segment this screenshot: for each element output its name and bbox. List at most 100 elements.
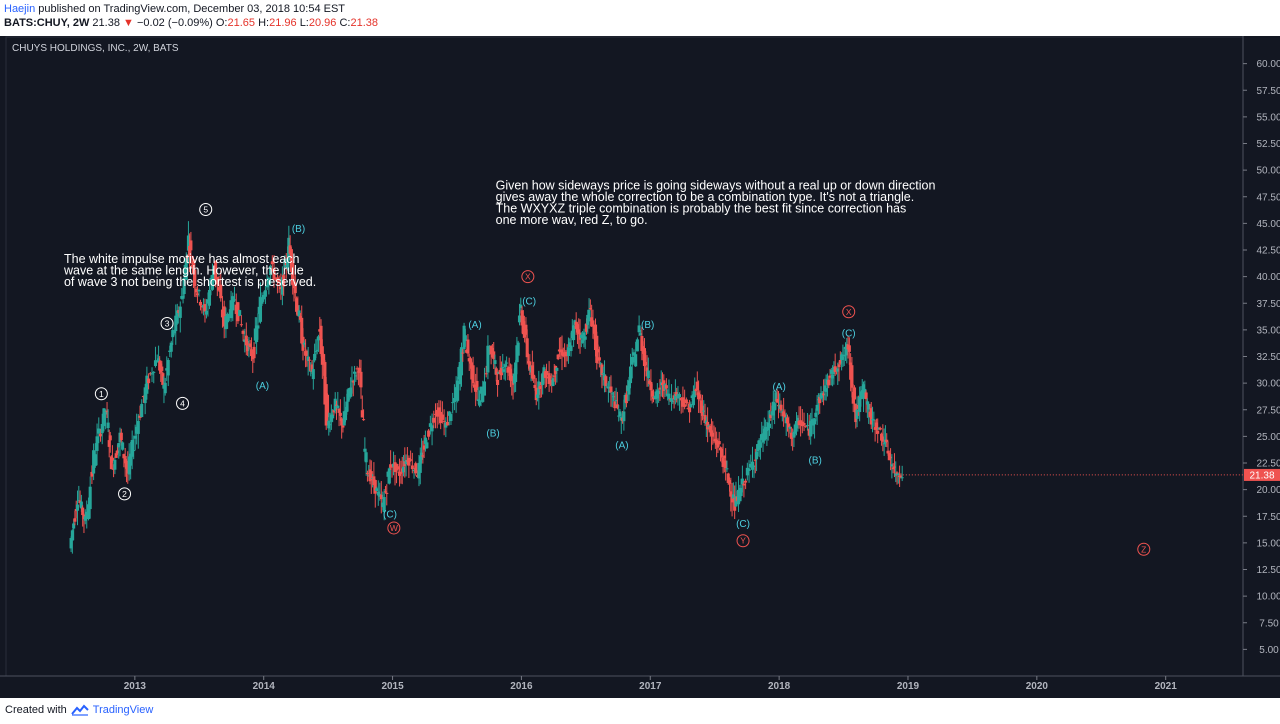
tradingview-brand-link[interactable]: TradingView: [92, 704, 154, 716]
candle-body: [572, 325, 576, 341]
candle-body: [727, 479, 732, 484]
candle-body: [315, 349, 319, 351]
candle-body: [220, 309, 225, 318]
candle-body: [350, 380, 354, 382]
candle-body: [691, 394, 695, 406]
x-tick-label: 2014: [253, 681, 276, 692]
price-chart[interactable]: 60.0057.5055.0052.5050.0047.5045.0042.50…: [0, 36, 1280, 698]
candle-body: [364, 452, 368, 463]
candle-body: [423, 437, 427, 444]
candle-body: [447, 411, 451, 416]
candle-body: [775, 398, 779, 403]
plot-area[interactable]: [5, 36, 1244, 677]
candle-body: [628, 366, 633, 384]
candle-body: [889, 456, 893, 459]
candle-body: [809, 420, 813, 437]
candle-body: [86, 504, 91, 520]
wave-label-circle: [160, 316, 174, 330]
candle-body: [583, 336, 587, 340]
candle-body: [609, 386, 613, 393]
candle-body: [244, 335, 248, 346]
candle-body: [499, 367, 503, 376]
candle-body: [612, 396, 616, 398]
candle-body: [270, 261, 274, 265]
wave-label: (B): [809, 455, 822, 466]
candle-body: [307, 359, 311, 361]
candle-body: [255, 325, 259, 343]
candle-body: [313, 353, 317, 361]
candle-body: [113, 459, 117, 470]
candle-body: [252, 346, 256, 359]
candle-body: [632, 352, 636, 356]
candle-body: [859, 391, 863, 400]
candle-body: [219, 284, 223, 299]
candle-body: [479, 386, 483, 394]
candle-body: [569, 345, 573, 352]
candle-body: [115, 450, 119, 454]
candle-body: [788, 426, 792, 429]
candle-body: [882, 443, 886, 445]
candle-body: [191, 260, 196, 274]
y-tick-label: 20.00: [1256, 485, 1280, 496]
candle-body: [596, 349, 600, 353]
wave-label: (A): [468, 320, 481, 331]
candle-body: [752, 465, 756, 467]
candle-body: [814, 412, 818, 417]
chart-area[interactable]: 60.00 57.50 55.00 52.50 50.00 47.50 45.00 42.50…: [0, 36, 1280, 698]
wave-label: (A): [256, 381, 269, 392]
candle-body: [855, 409, 859, 419]
candle-body: [689, 404, 693, 408]
candle-body: [850, 365, 854, 388]
author-link[interactable]: Haejin: [4, 3, 36, 15]
candle-body: [564, 351, 568, 357]
candle-body: [655, 390, 659, 399]
candle-body: [106, 422, 110, 429]
candle-body: [432, 417, 436, 423]
candle-body: [822, 393, 826, 396]
y-tick-label: 35.00: [1256, 325, 1280, 336]
candle-body: [160, 366, 164, 371]
candle-body: [588, 308, 592, 310]
candle-body: [334, 404, 339, 406]
wave-label: 2: [122, 489, 127, 499]
candle-body: [876, 430, 880, 434]
candle-body: [708, 425, 712, 433]
y-tick-label: 27.50: [1256, 405, 1280, 416]
candle-body: [332, 410, 336, 413]
candle-body: [105, 410, 109, 412]
y-tick-label: 25.00: [1256, 432, 1280, 443]
candle-body: [79, 501, 83, 509]
candle-body: [346, 389, 350, 402]
y-tick-label: 55.00: [1256, 112, 1280, 123]
candle-body: [129, 453, 133, 466]
candle-body: [439, 411, 443, 423]
candle-body: [688, 403, 692, 413]
candle-body: [204, 310, 209, 315]
candle-body: [725, 468, 729, 470]
candle-body: [362, 419, 366, 421]
candle-body: [677, 394, 682, 398]
candle-body: [818, 396, 822, 404]
y-tick-label: 50.00: [1256, 166, 1280, 177]
candle-body: [799, 420, 803, 422]
candle-body: [114, 453, 118, 458]
candle-body: [721, 457, 725, 467]
candle-body: [461, 352, 465, 354]
candle-body: [360, 410, 364, 418]
candle-body: [624, 394, 628, 404]
y-tick-label: 42.50: [1256, 246, 1280, 257]
candle-body: [358, 367, 362, 373]
candle-body: [492, 351, 496, 359]
candle-body: [322, 354, 326, 364]
candle-body: [286, 258, 290, 269]
candle-body: [613, 401, 617, 409]
published-text: published on TradingView.com, December 0…: [38, 3, 346, 15]
close-value: 21.38: [350, 17, 378, 29]
candle-body: [729, 491, 733, 497]
candle-body: [353, 371, 357, 374]
candle-body: [282, 275, 286, 287]
candle-body: [894, 473, 898, 476]
candle-body: [773, 403, 777, 411]
wave-label-circle: [521, 270, 535, 284]
wave-label-circle: [1137, 542, 1151, 556]
